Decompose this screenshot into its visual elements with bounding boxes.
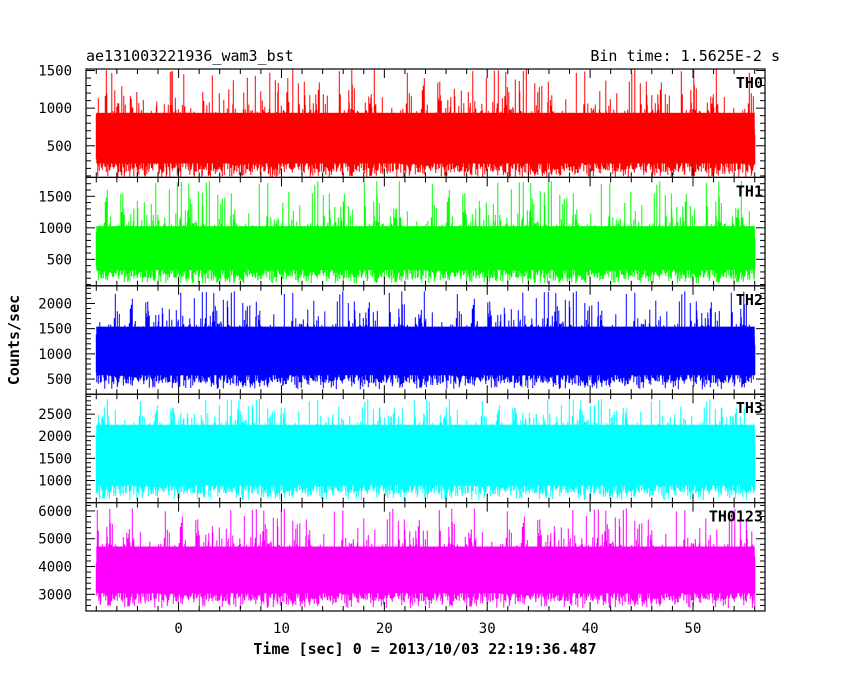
y-tick-label: 1000 — [38, 347, 72, 363]
y-tick-label: 1500 — [38, 322, 72, 338]
panel-label-th3: TH3 — [736, 399, 763, 417]
bin-time-label: Bin time: 1.5625E-2 s — [590, 47, 780, 65]
y-tick-label: 3000 — [38, 587, 72, 603]
chart-title: ae131003221936_wam3_bst — [86, 47, 294, 65]
series-line-th0123 — [95, 508, 756, 609]
panel-label-th1: TH1 — [736, 182, 763, 200]
y-axis-title: Counts/sec — [5, 295, 23, 385]
y-tick-label: 500 — [47, 252, 72, 268]
y-tick-label: 1000 — [38, 221, 72, 237]
panel-th0123: 3000 4000 5000 6000 TH0123 — [38, 502, 766, 612]
panel-label-th0: TH0 — [736, 74, 763, 92]
y-tick-label: 1000 — [38, 473, 72, 489]
series-line-th3 — [95, 399, 756, 501]
x-tick-label: 0 — [174, 621, 182, 637]
panel-th0: 500 1000 1500 TH0 — [38, 64, 766, 179]
panel-th1: 500 1000 1500 TH1 — [38, 176, 766, 287]
x-tick-label: 20 — [376, 621, 393, 637]
y-tick-label: 500 — [47, 372, 72, 388]
series-line-th0 — [95, 69, 756, 178]
y-tick-label: 2000 — [38, 296, 72, 312]
y-tick-label: 2500 — [38, 407, 72, 423]
y-tick-label: 500 — [47, 139, 72, 155]
y-tick-label: 1500 — [38, 64, 72, 80]
x-axis-title: Time [sec] 0 = 2013/10/03 22:19:36.487 — [253, 640, 596, 658]
panel-label-th2: TH2 — [736, 291, 763, 309]
x-tick-label: 40 — [582, 621, 599, 637]
x-tick-label: 50 — [685, 621, 702, 637]
series-line-th1 — [95, 181, 756, 284]
y-tick-label: 2000 — [38, 429, 72, 445]
x-tick-label: 10 — [273, 621, 290, 637]
panel-th3: 1000 1500 2000 2500 TH3 — [38, 393, 766, 504]
y-tick-label: 1000 — [38, 101, 72, 117]
x-tick-label: 30 — [479, 621, 496, 637]
y-tick-label: 6000 — [38, 504, 72, 520]
y-tick-label: 5000 — [38, 532, 72, 548]
panel-th2: 500 1000 1500 2000 TH2 — [38, 285, 766, 395]
series-line-th2 — [95, 291, 756, 390]
panel-label-th0123: TH0123 — [709, 508, 763, 526]
y-tick-label: 1500 — [38, 189, 72, 205]
y-tick-label: 1500 — [38, 451, 72, 467]
y-tick-label: 4000 — [38, 560, 72, 576]
